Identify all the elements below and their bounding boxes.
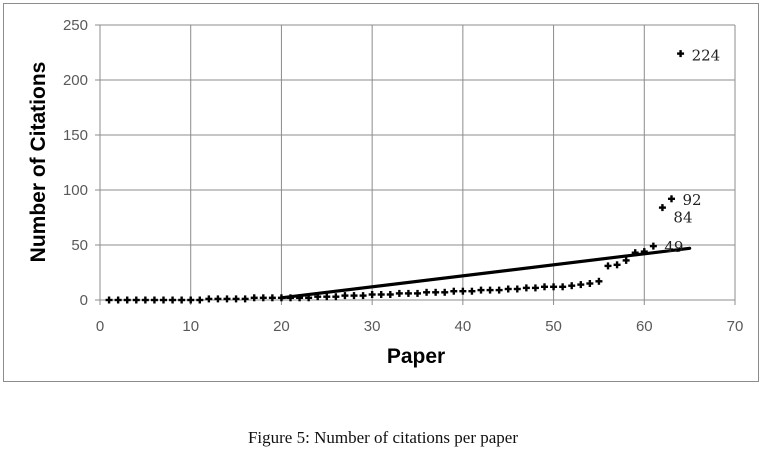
x-tick-labels: 0 10 20 30 40 50 60 70 (96, 318, 744, 335)
chart-frame (3, 3, 759, 382)
data-point-35 (414, 289, 421, 297)
data-point-38 (441, 288, 449, 296)
data-label-224: 224 (692, 47, 721, 65)
y-tick-label-0: 0 (80, 292, 88, 309)
data-point-64 (677, 50, 685, 58)
data-point-40 (459, 287, 467, 295)
x-tick-label-3: 30 (364, 318, 381, 335)
data-point-36 (423, 288, 431, 296)
grid-lines (95, 24, 736, 305)
data-point-58 (622, 256, 630, 264)
data-point-4 (132, 296, 140, 304)
data-point-20 (277, 294, 285, 302)
trendline-group (279, 246, 692, 300)
x-tick-label-1: 10 (182, 318, 199, 335)
figure-caption: Figure 5: Number of citations per paper (247, 428, 519, 447)
data-point-62 (658, 204, 666, 212)
data-point-43 (486, 286, 494, 294)
data-point-17 (250, 294, 258, 302)
x-tick-label-4: 40 (455, 318, 472, 335)
data-point-3 (123, 296, 131, 304)
data-point-21 (287, 294, 294, 302)
data-point-37 (432, 288, 440, 296)
data-point-19 (268, 294, 276, 302)
data-point-47 (522, 284, 530, 292)
data-point-41 (468, 287, 476, 295)
data-point-34 (404, 289, 412, 297)
data-point-61 (649, 242, 657, 250)
y-axis-title: Number of Citations (27, 62, 50, 263)
y-tick-labels: 0 50 100 150 200 250 (63, 17, 88, 309)
trendline (279, 246, 692, 300)
data-point-11 (196, 296, 204, 304)
data-point-13 (214, 295, 222, 303)
data-point-30 (368, 291, 376, 298)
data-point-44 (495, 286, 503, 294)
y-tick-label-5: 250 (63, 17, 88, 34)
data-point-39 (450, 287, 458, 295)
x-tick-label-2: 20 (273, 318, 290, 335)
data-point-42 (477, 286, 485, 294)
data-point-51 (559, 283, 567, 291)
data-point-28 (350, 292, 358, 300)
data-point-52 (568, 282, 576, 290)
data-point-29 (359, 292, 367, 300)
data-point-15 (232, 295, 240, 303)
data-point-60 (640, 248, 648, 256)
data-point-1 (105, 296, 113, 304)
data-point-27 (341, 292, 349, 300)
data-point-23 (305, 294, 313, 302)
data-point-24 (314, 293, 322, 301)
y-tick-label-4: 200 (63, 72, 88, 89)
data-point-54 (586, 280, 594, 287)
data-label-92: 92 (683, 191, 702, 209)
data-point-16 (241, 295, 249, 303)
data-point-48 (531, 284, 539, 292)
x-axis-title: Paper (387, 345, 445, 368)
data-point-31 (377, 291, 385, 298)
data-point-25 (323, 293, 331, 301)
data-point-45 (504, 285, 512, 293)
data-point-55 (595, 277, 603, 285)
data-point-22 (296, 294, 304, 302)
x-tick-label-6: 60 (636, 318, 653, 335)
data-point-63 (668, 195, 675, 203)
data-point-5 (141, 296, 149, 304)
data-label-49: 49 (664, 238, 683, 256)
data-point-50 (550, 283, 558, 291)
data-point-57 (613, 261, 621, 269)
data-points (105, 50, 685, 304)
data-point-14 (223, 295, 231, 303)
data-point-49 (541, 283, 548, 291)
data-point-10 (187, 296, 195, 304)
data-point-33 (395, 289, 403, 297)
x-tick-label-5: 50 (545, 318, 562, 335)
data-label-84: 84 (673, 209, 692, 227)
data-point-32 (386, 291, 394, 298)
data-point-56 (604, 262, 612, 270)
data-point-6 (150, 296, 158, 304)
data-point-7 (160, 296, 167, 304)
x-tick-label-0: 0 (96, 318, 104, 335)
y-tick-label-1: 50 (71, 237, 88, 254)
y-tick-label-2: 100 (63, 182, 88, 199)
data-point-46 (513, 285, 521, 293)
data-point-12 (205, 295, 213, 303)
data-point-9 (178, 296, 186, 304)
data-point-18 (259, 294, 267, 302)
data-point-2 (114, 296, 122, 304)
y-tick-label-3: 150 (63, 127, 88, 144)
data-point-53 (577, 281, 585, 289)
x-tick-label-7: 70 (727, 318, 744, 335)
data-point-8 (169, 296, 177, 304)
data-point-26 (332, 293, 340, 301)
data-point-59 (631, 249, 639, 257)
